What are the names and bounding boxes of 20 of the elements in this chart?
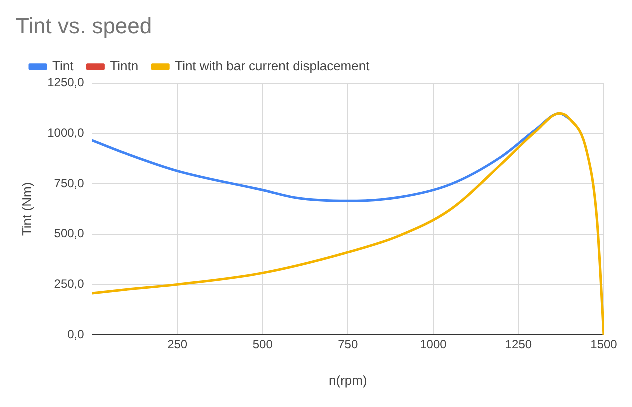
- x-axis-title: n(rpm): [329, 372, 368, 388]
- y-tick-label: 1000,0: [48, 126, 85, 140]
- y-axis-title: Tint (Nm): [19, 182, 34, 236]
- line-series: [92, 112, 604, 335]
- y-tick-label: 1250,0: [48, 76, 85, 90]
- y-tick-label: 500,0: [54, 226, 85, 241]
- x-tick-label: 1000: [420, 338, 448, 352]
- x-tick-label: 1250: [505, 338, 532, 352]
- x-tick-label: 750: [338, 338, 358, 352]
- x-tick-label: 1500: [590, 338, 618, 352]
- legend-label: Tint with bar current displacement: [175, 58, 370, 74]
- x-tick-label: 500: [252, 338, 274, 352]
- chart-title: Tint vs. speed: [16, 13, 152, 38]
- y-tick-label: 250,0: [54, 276, 85, 291]
- y-tick-label: 0,0: [68, 327, 85, 342]
- legend-label: Tint: [52, 58, 74, 74]
- legend-label: Tintn: [110, 58, 139, 74]
- y-tick-label: 750,0: [54, 176, 85, 190]
- line-series: [92, 112, 572, 202]
- x-tick-label: 250: [168, 338, 188, 352]
